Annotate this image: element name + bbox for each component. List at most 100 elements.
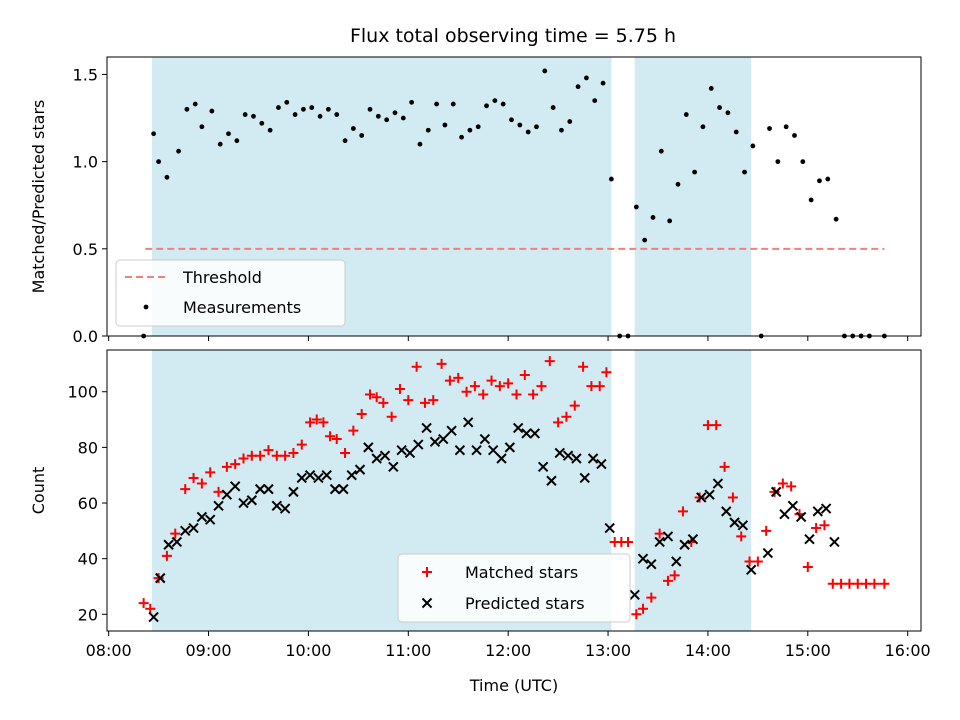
- y-axis-label: Count: [29, 467, 48, 515]
- predicted-star-point: [529, 428, 541, 439]
- matched-star-point: [288, 447, 299, 458]
- matched-star-point: [394, 383, 405, 394]
- predicted-star-point: [304, 469, 316, 481]
- measurement-point: [151, 131, 157, 137]
- measurement-point: [259, 120, 265, 126]
- matched-star-point: [769, 486, 780, 497]
- measurement-point: [467, 127, 473, 133]
- matched-star-point: [536, 381, 547, 392]
- matched-star-point: [461, 386, 472, 397]
- y-tick-label: 0.5: [73, 240, 98, 259]
- predicted-star-point: [221, 489, 233, 500]
- measurement-point: [717, 105, 722, 110]
- measurement-point: [767, 126, 772, 131]
- matched-star-point: [305, 417, 316, 428]
- predicted-star-point: [629, 589, 640, 601]
- predicted-star-point: [429, 436, 441, 448]
- matched-star-point: [469, 381, 480, 392]
- matched-star-point: [296, 439, 307, 450]
- matched-star-point: [325, 431, 336, 442]
- predicted-star-point: [537, 461, 549, 473]
- predicted-star-point: [180, 525, 191, 537]
- matched-star-point: [238, 453, 249, 464]
- chart-title: Flux total observing time = 5.75 h: [350, 25, 676, 47]
- measurement-point: [199, 124, 205, 130]
- measurement-point: [350, 126, 356, 131]
- predicted-star-point: [479, 433, 491, 445]
- axes-frame: [106, 56, 922, 337]
- matched-star-point: [694, 492, 705, 503]
- matched-star-point: [623, 536, 634, 547]
- matched-star-point: [646, 592, 657, 603]
- matched-star-point: [528, 389, 539, 400]
- matched-star-point: [752, 556, 763, 567]
- measurement-point: [542, 68, 548, 74]
- predicted-star-point: [213, 500, 224, 512]
- measurement-point: [176, 148, 181, 154]
- legend-matched-swatch: [422, 567, 432, 577]
- predicted-star-point: [338, 483, 349, 495]
- measurement-point: [334, 112, 340, 117]
- predicted-star-point: [712, 478, 724, 489]
- measurement-point: [375, 113, 381, 119]
- predicted-star-point: [238, 497, 249, 509]
- measurement-point: [525, 129, 531, 135]
- matched-star-point: [318, 417, 329, 428]
- matched-star-point: [719, 461, 730, 472]
- measurement-point: [384, 117, 390, 123]
- predicted-star-point: [779, 508, 790, 520]
- matched-star-point: [213, 486, 224, 497]
- matched-star-point: [638, 603, 649, 614]
- measurement-point: [567, 119, 573, 124]
- matched-star-point: [386, 411, 397, 422]
- measurement-point: [708, 85, 714, 91]
- measurement-point: [633, 204, 639, 210]
- matched-star-point: [561, 411, 572, 422]
- matched-star-point: [578, 361, 589, 372]
- matched-star-point: [727, 492, 738, 503]
- predicted-star-point: [487, 444, 499, 456]
- measurement-point: [284, 99, 290, 105]
- predicted-star-point: [354, 464, 366, 475]
- measurement-point: [683, 112, 689, 117]
- matched-star-point: [654, 528, 665, 539]
- predicted-star-point: [637, 553, 649, 564]
- measurement-point: [492, 98, 498, 103]
- measurement-point: [484, 103, 489, 109]
- matched-star-point: [280, 450, 291, 461]
- predicted-star-point: [646, 559, 657, 570]
- predicted-star-point: [171, 536, 183, 548]
- matched-star-point: [544, 356, 555, 367]
- legend-measurements-label: Measurements: [183, 298, 301, 317]
- measurement-point: [675, 181, 681, 187]
- matched-star-point: [419, 397, 430, 408]
- legend-matched-label: Matched stars: [465, 563, 578, 582]
- matched-star-point: [331, 434, 342, 445]
- matched-star-point: [311, 414, 322, 425]
- measurement-point: [725, 110, 731, 116]
- x-axis-label: Time (UTC): [469, 676, 558, 695]
- matched-star-point: [180, 484, 191, 495]
- matched-star-point: [631, 609, 642, 620]
- legend-box: [115, 259, 346, 327]
- measurement-point: [475, 124, 481, 130]
- measurement-point: [733, 129, 739, 135]
- x-tick-label: 10:00: [285, 641, 331, 660]
- measurement-point: [417, 141, 423, 147]
- measurement-point: [367, 106, 373, 112]
- matched-star-point: [478, 389, 489, 400]
- x-tick-label: 14:00: [685, 641, 731, 660]
- matched-star-point: [519, 370, 530, 381]
- legend-measurements-swatch: [143, 304, 149, 310]
- predicted-star-point: [296, 472, 307, 484]
- matched-star-point: [553, 417, 564, 428]
- predicted-star-point: [463, 417, 474, 428]
- measurement-point: [325, 106, 331, 112]
- measurement-point: [301, 106, 306, 112]
- measurement-point: [392, 110, 398, 116]
- measurement-point: [650, 215, 656, 220]
- matched-star-point: [777, 478, 788, 489]
- legend: Matched stars Predicted stars: [397, 553, 631, 623]
- measurement-point: [509, 117, 514, 123]
- x-tick-label: 13:00: [585, 641, 631, 660]
